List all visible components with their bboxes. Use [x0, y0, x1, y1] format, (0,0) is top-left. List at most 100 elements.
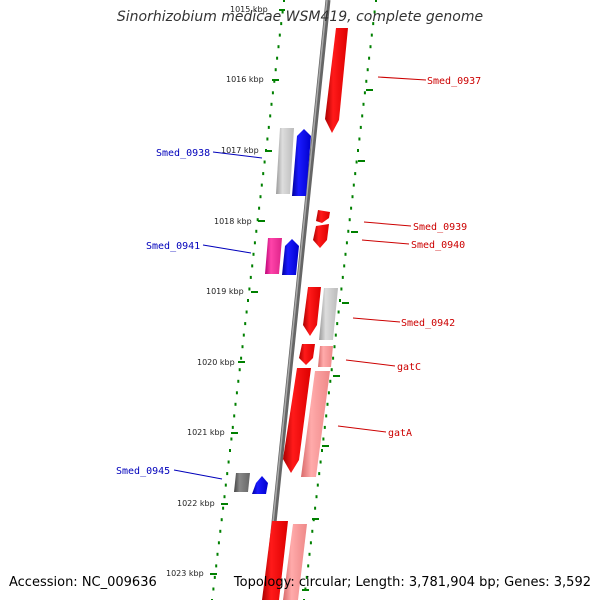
guide-dot: [341, 275, 344, 279]
guide-dot: [329, 379, 332, 383]
guide-dot: [348, 218, 351, 222]
tick-label: 1023 kbp: [166, 569, 204, 578]
guide-dot: [222, 506, 225, 510]
guide-dot: [267, 125, 270, 129]
guide-dot: [309, 541, 312, 545]
guide-dot: [220, 518, 223, 522]
guide-dot: [318, 472, 321, 476]
accession-text: Accession: NC_009636: [9, 575, 157, 590]
gene-red-gatc-arrow[interactable]: [299, 344, 315, 365]
connector-gatc: [345, 359, 396, 367]
gene-smed-0939-arrow[interactable]: [316, 210, 330, 223]
connector-smed-0938: [212, 151, 263, 159]
reverse-strand-genes: [234, 128, 311, 494]
guide-dot: [216, 552, 219, 556]
gene-label-smed-0941[interactable]: Smed_0941: [146, 241, 200, 252]
guide-dot: [362, 102, 365, 106]
tick-label: 1016 kbp: [226, 75, 264, 84]
guide-dot: [344, 252, 347, 256]
guide-dot: [219, 529, 222, 533]
guide-dot: [273, 79, 276, 83]
guide-dot: [351, 195, 354, 199]
guide-dot: [354, 172, 357, 176]
guide-dot: [307, 564, 310, 568]
guide-dot: [263, 160, 266, 164]
guide-dot: [256, 218, 259, 222]
guide-dot: [355, 160, 358, 164]
gene-smed-0938-arrow[interactable]: [292, 129, 311, 196]
map-title: Sinorhizobium medicae WSM419, complete g…: [116, 9, 484, 25]
guide-dot: [260, 183, 263, 187]
guide-dot: [330, 368, 333, 372]
guide-dot: [334, 333, 337, 337]
guide-dot: [319, 460, 322, 464]
tick-label: 1022 kbp: [177, 499, 215, 508]
guide-dot: [270, 102, 273, 106]
gene-label-gata[interactable]: gatA: [388, 428, 412, 439]
gene-red-bottom-box[interactable]: [262, 521, 288, 600]
gene-label-smed-0938[interactable]: Smed_0938: [156, 148, 210, 159]
gene-smed-0945-arrow[interactable]: [252, 476, 268, 494]
guide-dot: [358, 137, 361, 141]
gene-label-smed-0945[interactable]: Smed_0945: [116, 466, 170, 477]
connector-smed-0942: [352, 317, 401, 323]
guide-tracks: [211, 0, 377, 602]
guide-dot: [311, 529, 314, 533]
gene-label-smed-0939[interactable]: Smed_0939: [413, 222, 467, 233]
guide-dot: [262, 172, 265, 176]
guide-dot: [361, 114, 364, 118]
gene-red-1019-arrow[interactable]: [303, 287, 321, 336]
guide-dot: [276, 56, 279, 60]
gene-dark-0945-box[interactable]: [234, 473, 250, 492]
guide-dot: [350, 206, 353, 210]
gene-smed-0942-box[interactable]: [319, 288, 338, 340]
guide-dot: [365, 79, 368, 83]
gene-gatc-box[interactable]: [318, 346, 333, 367]
gene-label-smed-0937[interactable]: Smed_0937: [427, 76, 481, 87]
gene-pink-bottom-box[interactable]: [283, 524, 307, 600]
guide-dot: [212, 587, 215, 591]
guide-dot: [373, 10, 376, 14]
guide-dot: [251, 264, 254, 268]
guide-dot: [249, 275, 252, 279]
guide-dot: [248, 287, 251, 291]
guide-dot: [266, 137, 269, 141]
gene-smed-0941-arrow[interactable]: [282, 239, 299, 275]
guide-dot: [326, 402, 329, 406]
guide-dot: [339, 299, 341, 302]
guide-dot: [233, 414, 236, 418]
guide-dot: [274, 68, 277, 72]
guide-dot: [245, 310, 248, 314]
guide-dot: [247, 299, 249, 302]
guide-dot: [316, 483, 319, 487]
guide-dot: [363, 91, 366, 95]
gene-red-gata-arrow[interactable]: [283, 368, 311, 473]
guide-dot: [347, 229, 350, 233]
guide-dot: [368, 56, 371, 60]
guide-dot: [305, 575, 308, 579]
gene-label-smed-0940[interactable]: Smed_0940: [411, 240, 465, 251]
guide-dot: [269, 114, 272, 118]
guide-dot: [369, 45, 372, 49]
guide-dot: [231, 425, 234, 429]
guide-dot: [280, 22, 283, 26]
guide-dot: [224, 483, 227, 487]
gene-label-smed-0942[interactable]: Smed_0942: [401, 318, 455, 329]
genome-backbone-highlight: [264, 0, 328, 601]
guide-dot: [321, 449, 323, 452]
guide-dot: [259, 195, 262, 199]
gene-grey-0938-box[interactable]: [276, 128, 294, 194]
gene-magenta-0941-box[interactable]: [265, 238, 282, 274]
tick-marks: [210, 9, 373, 591]
gene-gata-box[interactable]: [301, 371, 330, 477]
guide-dot: [315, 495, 318, 499]
guide-dot: [372, 22, 375, 26]
guide-dot: [359, 125, 362, 129]
guide-dot: [343, 264, 346, 268]
gene-smed-0937-arrow[interactable]: [325, 28, 348, 133]
label-connectors: [173, 76, 427, 480]
gene-label-gatc[interactable]: gatC: [397, 362, 421, 373]
guide-dot: [237, 379, 240, 383]
gene-smed-0940-arrow[interactable]: [313, 224, 329, 248]
